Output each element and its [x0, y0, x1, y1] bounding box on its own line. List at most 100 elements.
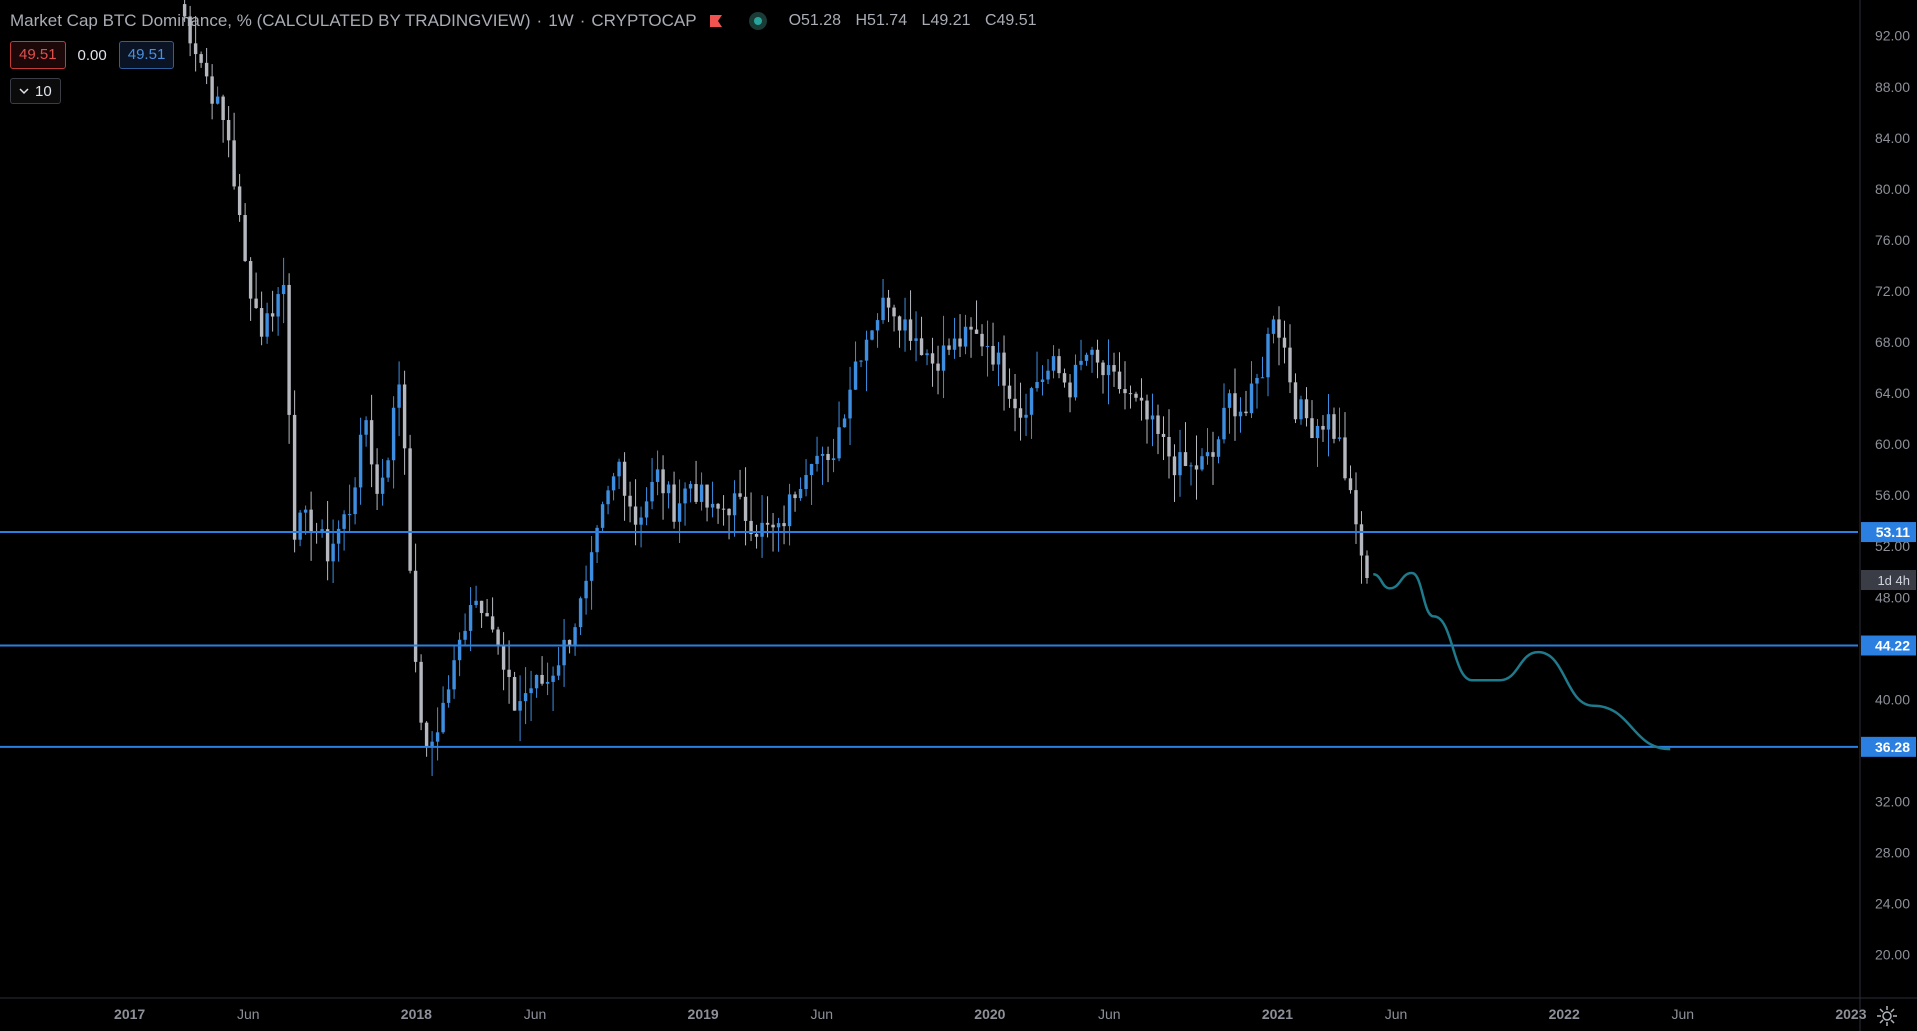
interval-label[interactable]: 1W [548, 11, 574, 30]
candle-body [716, 503, 720, 509]
candle-body [485, 613, 489, 617]
candle-body [1315, 425, 1320, 439]
candle-body [1090, 349, 1094, 355]
gear-icon[interactable] [1876, 1005, 1898, 1027]
open-value: O51.28 [788, 12, 842, 29]
candle-body [545, 681, 550, 684]
candle-body [930, 353, 935, 364]
candle-body [237, 186, 242, 216]
candle-body [754, 534, 759, 537]
price-axis: 92.00 88.00 84.00 80.00 76.00 72.00 68.00 64.00… [1859, 0, 1916, 1031]
candle-body [446, 689, 451, 703]
candle-body [1018, 408, 1023, 418]
candle-body [633, 506, 638, 525]
candle-body [391, 407, 396, 461]
candle-body [1205, 452, 1210, 457]
candle-body [666, 484, 671, 494]
time-tick-label: 2023 [1835, 1006, 1866, 1022]
candle-body [765, 522, 770, 525]
candle-body [639, 517, 643, 525]
candle-body [188, 16, 192, 44]
candle-body [1029, 388, 1034, 415]
candle-body [430, 741, 434, 747]
candle-body [1282, 337, 1287, 348]
candle-body [677, 503, 682, 522]
candle-body [424, 722, 429, 747]
candle-body [589, 552, 594, 581]
price-tick-label: 92.00 [1875, 28, 1910, 44]
candle-body [397, 384, 401, 408]
candle-body [1062, 373, 1067, 383]
candle-body [1057, 356, 1061, 374]
candle-body [1266, 333, 1270, 378]
price-tick-label: 76.00 [1875, 232, 1910, 248]
candle-body [991, 345, 995, 365]
symbol-name[interactable]: Market Cap BTC Dominance, % (CALCULATED … [10, 11, 531, 30]
candle-body [1172, 456, 1177, 476]
candle-body [672, 484, 676, 522]
candle-body [743, 496, 748, 521]
candle-body [804, 475, 808, 490]
legend-header: Market Cap BTC Dominance, % (CALCULATED … [10, 8, 1047, 34]
candle-body [292, 414, 297, 540]
candle-body [1079, 360, 1083, 365]
candle-body [600, 504, 605, 528]
candle-body [435, 732, 440, 742]
sell-button[interactable]: 49.51 [10, 41, 66, 69]
countdown-label: 1d 4h [1877, 573, 1910, 588]
candle-body [512, 677, 517, 711]
candle-body [364, 420, 368, 435]
flag-icon[interactable] [709, 14, 723, 28]
candle-body [375, 464, 379, 494]
candle-body [1310, 418, 1314, 439]
time-tick-label: Jun [237, 1006, 260, 1022]
price-tick-label: 28.00 [1875, 845, 1910, 861]
candle-body [1161, 433, 1166, 437]
candle-body [298, 512, 302, 540]
price-tick-label: 64.00 [1875, 385, 1910, 401]
candle-body [1227, 393, 1232, 408]
candle-body [1293, 382, 1298, 420]
candle-body [1123, 389, 1127, 394]
candle-body [809, 463, 814, 476]
candle-body [496, 629, 500, 646]
candle-body [523, 693, 528, 702]
buy-button[interactable]: 49.51 [118, 41, 175, 69]
candle-body [925, 353, 929, 356]
candle-body [749, 520, 753, 535]
candle-body [699, 484, 704, 502]
time-tick-label: 2021 [1262, 1006, 1293, 1022]
price-tick-label: 48.00 [1875, 589, 1910, 605]
candle-body [479, 600, 484, 614]
separator: · [536, 11, 543, 30]
ohlc-values: O51.28 H51.74 L49.21 C49.51 [789, 12, 1047, 30]
candle-body [760, 522, 764, 537]
candle-body [776, 523, 781, 528]
candle-body [408, 448, 412, 571]
candle-body [573, 627, 577, 646]
candle-body [529, 688, 533, 694]
candle-body [1156, 415, 1160, 434]
candle-body [914, 338, 918, 341]
market-status-icon[interactable] [748, 12, 767, 30]
candle-body [1343, 437, 1347, 479]
candle-body [441, 702, 445, 733]
candle-body [1365, 555, 1369, 578]
candle-body [892, 307, 896, 317]
candle-body [540, 674, 544, 684]
candle-body [881, 297, 885, 321]
candle-body [1359, 524, 1364, 556]
candle-body [688, 484, 693, 489]
candle-body [204, 62, 209, 77]
indicators-toggle-button[interactable]: 10 [10, 78, 61, 104]
candle-body [1084, 354, 1089, 361]
candle-body [1194, 465, 1199, 470]
candle-body [628, 495, 632, 507]
candle-body [1051, 356, 1056, 371]
candle-body [276, 294, 280, 317]
candle-body [331, 543, 335, 562]
candle-body [782, 523, 786, 527]
candle-body [1150, 415, 1155, 420]
candle-body [1326, 414, 1331, 430]
